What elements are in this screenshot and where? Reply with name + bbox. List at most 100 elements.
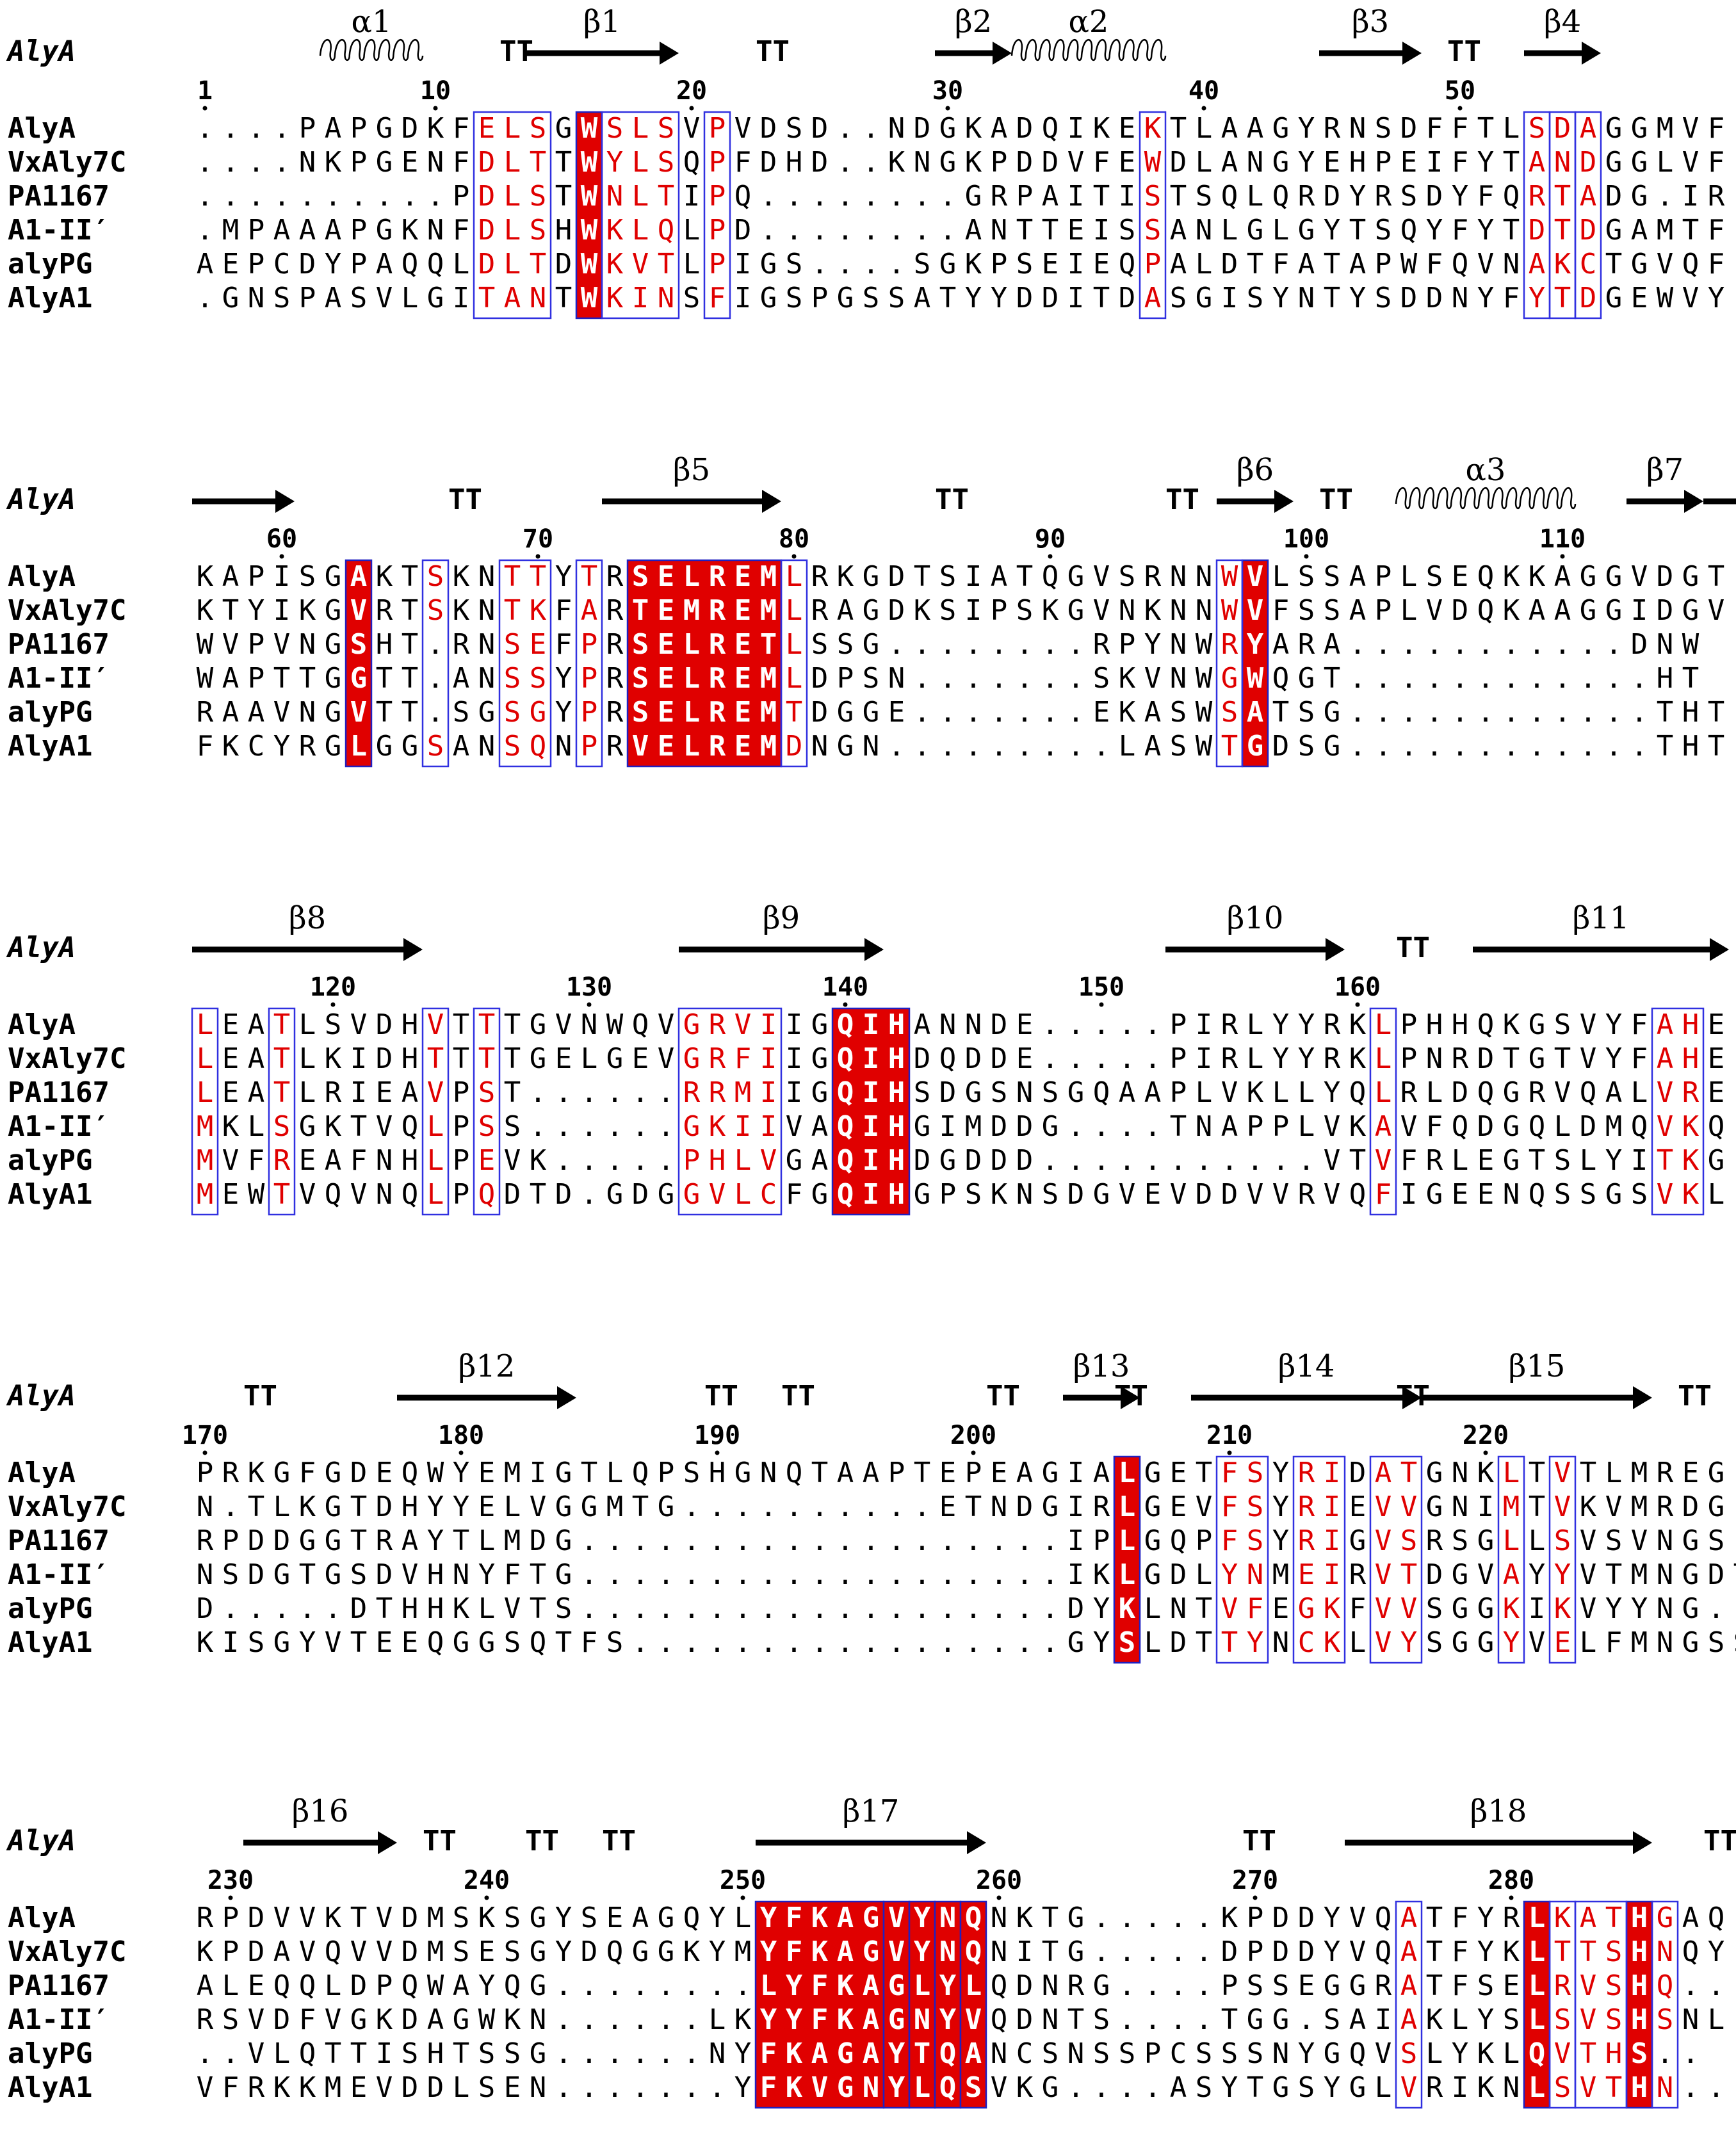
- conserved-column-highlight: [626, 559, 783, 768]
- residue-number: 170: [182, 1421, 228, 1450]
- sequence-name: alyPG: [8, 696, 92, 729]
- ref-structure-label: AlyA: [6, 1825, 76, 1857]
- similarity-box: [1548, 1455, 1577, 1664]
- sequence-name: alyPG: [8, 2037, 92, 2070]
- similarity-box: [1369, 1007, 1397, 1216]
- residue-tick: [740, 1895, 745, 1900]
- turn-marker: TT: [704, 1380, 738, 1412]
- residue-tick: [1304, 554, 1309, 559]
- similarity-box: [780, 559, 808, 768]
- residue-tick: [279, 554, 284, 559]
- sequence-name: AlyA: [8, 1008, 76, 1041]
- residue-number: 80: [779, 524, 809, 554]
- residue-tick: [1253, 1895, 1258, 1900]
- sequence-name: AlyA1: [8, 1626, 92, 1659]
- beta-strand-label: β18: [1470, 1793, 1527, 1829]
- beta-strand-arrow-head: [1633, 1386, 1652, 1409]
- residue-number: 130: [566, 973, 612, 1002]
- beta-strand-arrow-head: [1274, 490, 1294, 513]
- turn-marker: TT: [781, 1380, 815, 1412]
- similarity-box: [498, 559, 552, 768]
- similarity-box: [268, 1007, 296, 1216]
- residue-tick: [202, 1450, 207, 1455]
- residue-number: 110: [1539, 524, 1586, 554]
- sequence-name: A1-II′: [8, 1110, 110, 1143]
- beta-strand-arrow-head: [967, 1831, 986, 1854]
- residue-number: 100: [1283, 524, 1329, 554]
- sequence-name: PA1167: [8, 1076, 110, 1109]
- sequence-name: AlyA: [8, 1902, 76, 1934]
- residue-number: 210: [1206, 1421, 1253, 1450]
- residue-tick: [715, 1450, 720, 1455]
- turn-marker: TT: [1114, 1380, 1148, 1412]
- similarity-box: [575, 559, 603, 768]
- beta-strand-arrow-head: [1402, 42, 1422, 65]
- turn-marker: TT: [1319, 483, 1353, 516]
- similarity-box: [473, 111, 552, 319]
- beta-strand-arrow-head: [1121, 1386, 1140, 1409]
- residue-number: 90: [1035, 524, 1066, 554]
- turn-marker: TT: [423, 1825, 457, 1857]
- residue-tick: [1201, 106, 1206, 111]
- sequence-name: AlyA1: [8, 1178, 92, 1211]
- sequence-name: alyPG: [8, 1592, 92, 1625]
- residue-number: 50: [1445, 76, 1475, 106]
- sequence-name: VxAly7C: [8, 594, 126, 627]
- sequence-name: PA1167: [8, 628, 110, 661]
- residue-tick: [1560, 554, 1565, 559]
- similarity-box: [421, 1007, 450, 1216]
- similarity-box: [473, 1007, 501, 1216]
- sequence-name: A1-II′: [8, 662, 110, 695]
- sequence-name: VxAly7C: [8, 1936, 126, 1968]
- similarity-box: [1215, 559, 1244, 768]
- sequence-name: alyPG: [8, 248, 92, 280]
- conserved-column-highlight: [1523, 1900, 1551, 2109]
- similarity-box: [703, 111, 731, 319]
- residue-tick: [330, 1002, 336, 1007]
- ref-structure-label: AlyA: [6, 932, 76, 964]
- beta-strand-label: β2: [955, 4, 992, 40]
- residue-number: 260: [976, 1866, 1022, 1895]
- turn-marker: TT: [1703, 1825, 1736, 1857]
- residue-tick: [1509, 1895, 1514, 1900]
- turn-marker: TT: [756, 35, 790, 68]
- turn-marker: TT: [1396, 932, 1430, 964]
- residue-number: 60: [266, 524, 297, 554]
- ref-structure-label: AlyA: [6, 1380, 76, 1412]
- residue-number: 120: [310, 973, 356, 1002]
- residue-tick: [1457, 106, 1463, 111]
- beta-strand-label: β7: [1646, 452, 1683, 488]
- residue-tick: [689, 106, 694, 111]
- conserved-column-highlight: [1241, 559, 1269, 768]
- residue-tick: [433, 106, 438, 111]
- residue-tick: [1227, 1450, 1232, 1455]
- residue-number: 240: [464, 1866, 510, 1895]
- sequence-name: VxAly7C: [8, 146, 126, 179]
- similarity-box: [1139, 111, 1167, 319]
- beta-strand-arrow-head: [660, 42, 679, 65]
- sequence-name: A1-II′: [8, 1558, 110, 1591]
- beta-strand-label: β17: [843, 1793, 900, 1829]
- turn-marker: TT: [243, 1380, 277, 1412]
- sequence-name: PA1167: [8, 1524, 110, 1557]
- residue-number: 200: [950, 1421, 996, 1450]
- beta-strand-label: β8: [289, 900, 326, 936]
- residue-tick: [791, 554, 797, 559]
